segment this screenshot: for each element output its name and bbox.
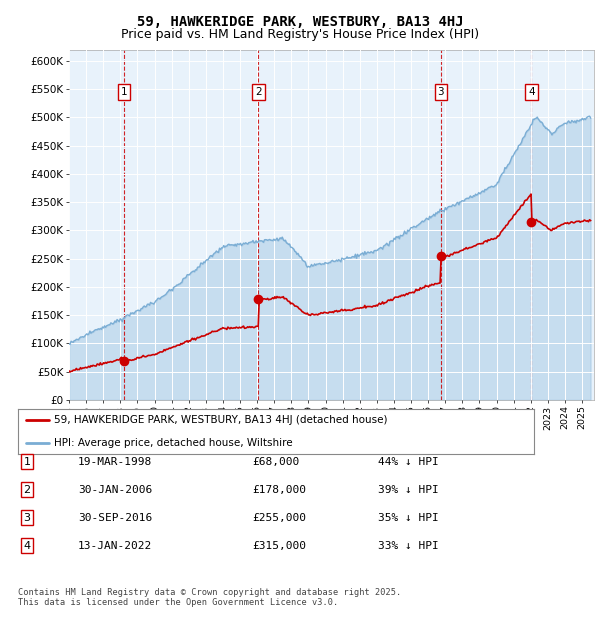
Text: 4: 4 [23, 541, 31, 551]
Text: 44% ↓ HPI: 44% ↓ HPI [378, 457, 439, 467]
Text: 35% ↓ HPI: 35% ↓ HPI [378, 513, 439, 523]
Text: 33% ↓ HPI: 33% ↓ HPI [378, 541, 439, 551]
Text: 39% ↓ HPI: 39% ↓ HPI [378, 485, 439, 495]
Text: 3: 3 [437, 87, 444, 97]
Text: £315,000: £315,000 [252, 541, 306, 551]
Text: 13-JAN-2022: 13-JAN-2022 [78, 541, 152, 551]
Text: HPI: Average price, detached house, Wiltshire: HPI: Average price, detached house, Wilt… [54, 438, 293, 448]
Text: 30-JAN-2006: 30-JAN-2006 [78, 485, 152, 495]
Text: 19-MAR-1998: 19-MAR-1998 [78, 457, 152, 467]
Text: 3: 3 [23, 513, 31, 523]
Text: £178,000: £178,000 [252, 485, 306, 495]
Text: 2: 2 [23, 485, 31, 495]
Text: 1: 1 [23, 457, 31, 467]
Text: Price paid vs. HM Land Registry's House Price Index (HPI): Price paid vs. HM Land Registry's House … [121, 28, 479, 41]
Text: 59, HAWKERIDGE PARK, WESTBURY, BA13 4HJ: 59, HAWKERIDGE PARK, WESTBURY, BA13 4HJ [137, 16, 463, 30]
Text: 4: 4 [528, 87, 535, 97]
Text: £68,000: £68,000 [252, 457, 299, 467]
Text: 2: 2 [255, 87, 262, 97]
Text: Contains HM Land Registry data © Crown copyright and database right 2025.
This d: Contains HM Land Registry data © Crown c… [18, 588, 401, 607]
Text: £255,000: £255,000 [252, 513, 306, 523]
Text: 1: 1 [121, 87, 127, 97]
Text: 59, HAWKERIDGE PARK, WESTBURY, BA13 4HJ (detached house): 59, HAWKERIDGE PARK, WESTBURY, BA13 4HJ … [54, 415, 388, 425]
Text: 30-SEP-2016: 30-SEP-2016 [78, 513, 152, 523]
